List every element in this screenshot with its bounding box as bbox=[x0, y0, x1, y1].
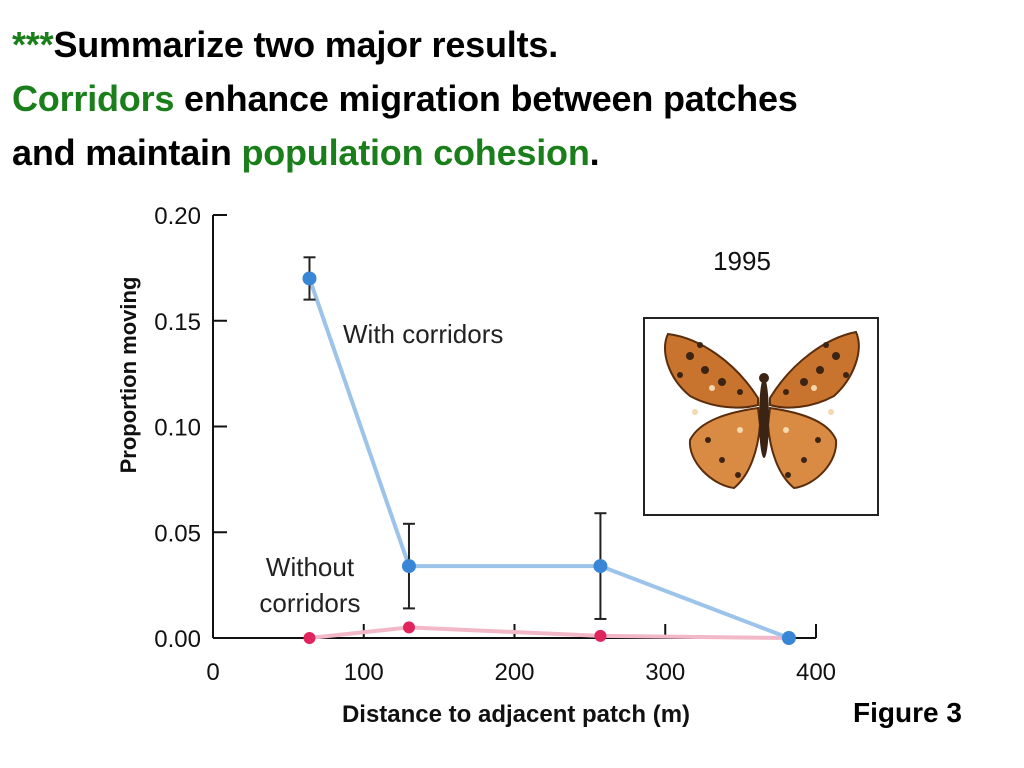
population-cohesion-highlight: population cohesion bbox=[241, 132, 590, 173]
heading-line-2-text: enhance migration between patches bbox=[174, 78, 798, 119]
year-label: 1995 bbox=[713, 246, 771, 276]
chart-labels: 1995 Proportion moving Distance to adjac… bbox=[116, 246, 771, 728]
stars-marker: *** bbox=[12, 24, 54, 65]
series-layer bbox=[302, 256, 796, 645]
heading-line-1-text: Summarize two major results. bbox=[53, 24, 558, 65]
data-point-without-corridors bbox=[402, 621, 415, 634]
x-tick-label: 300 bbox=[645, 659, 685, 686]
series-line-without-corridors bbox=[309, 625, 789, 640]
y-axis-label: Proportion moving bbox=[116, 277, 141, 474]
heading-line-2: Corridors enhance migration between patc… bbox=[12, 72, 1017, 126]
x-tick-label: 0 bbox=[206, 659, 219, 686]
data-point-without-corridors bbox=[303, 632, 316, 644]
series-label-without-corridors: Without corridors bbox=[259, 552, 360, 618]
heading-line-1: ***Summarize two major results. bbox=[12, 18, 1017, 72]
x-tick-label: 200 bbox=[494, 659, 534, 686]
series-line-with-corridors bbox=[307, 277, 790, 640]
corridors-highlight: Corridors bbox=[12, 78, 175, 119]
heading-line-3-text: and maintain bbox=[12, 132, 242, 173]
heading-line-3: and maintain population cohesion. bbox=[12, 126, 1017, 180]
series-label-with-corridors: With corridors bbox=[343, 319, 503, 349]
y-tick-label: 0.00 bbox=[154, 626, 201, 653]
slide-heading: ***Summarize two major results. Corridor… bbox=[12, 18, 1017, 180]
data-point-without-corridors bbox=[594, 629, 607, 642]
butterfly-icon bbox=[664, 330, 860, 490]
data-point-with-corridors bbox=[781, 631, 796, 645]
x-axis-label: Distance to adjacent patch (m) bbox=[342, 701, 690, 728]
y-tick-label: 0.15 bbox=[154, 309, 201, 336]
x-tick-label: 100 bbox=[344, 659, 384, 686]
series-label-without-line-1: Without bbox=[266, 552, 355, 582]
y-tick-label: 0.10 bbox=[154, 415, 201, 442]
data-point-with-corridors bbox=[593, 559, 608, 574]
series-label-without-line-2: corridors bbox=[259, 588, 360, 618]
y-tick-label: 0.20 bbox=[154, 203, 201, 230]
data-point-with-corridors bbox=[302, 271, 317, 286]
figure-label: Figure 3 bbox=[853, 697, 962, 728]
y-tick-label: 0.05 bbox=[154, 520, 201, 547]
x-tick-label: 400 bbox=[796, 659, 836, 686]
data-point-with-corridors bbox=[401, 559, 416, 574]
butterfly-inset bbox=[643, 317, 879, 516]
heading-line-3-end: . bbox=[589, 132, 600, 173]
